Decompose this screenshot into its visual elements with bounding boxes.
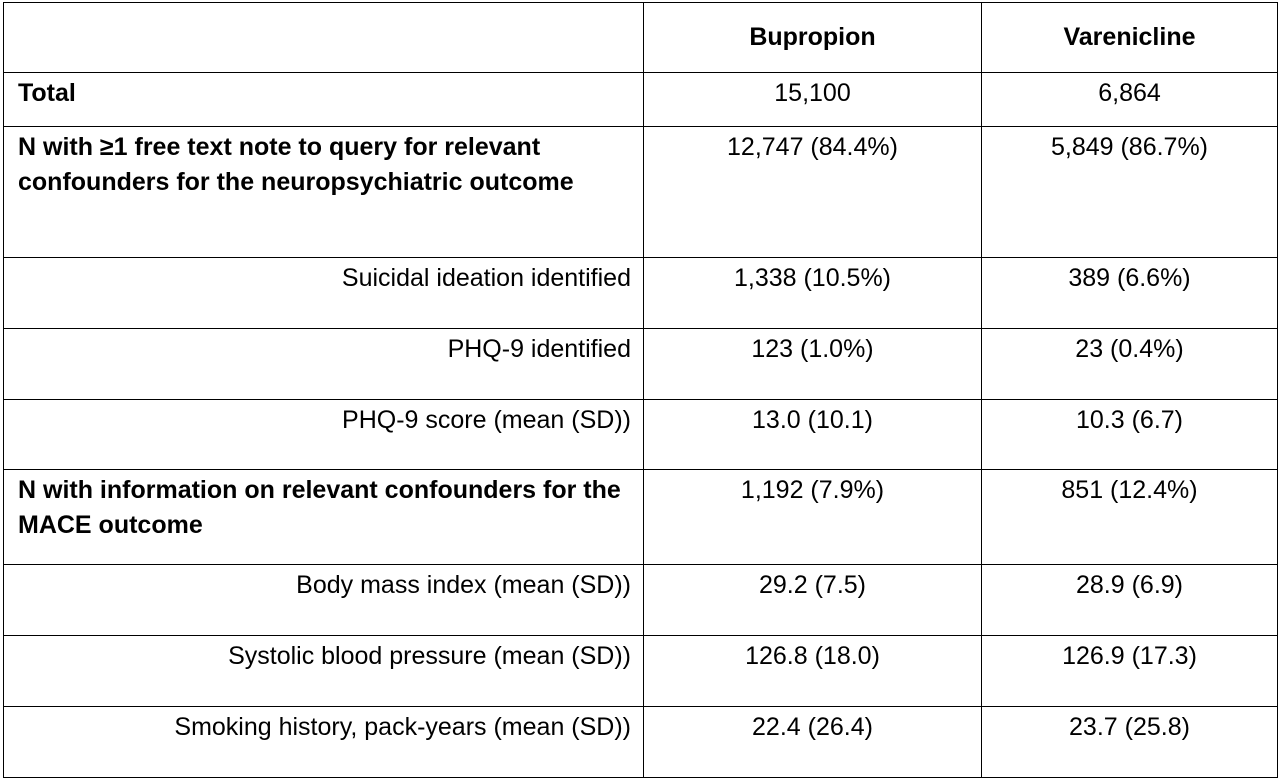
bupropion-value: 15,100 <box>643 72 982 127</box>
bupropion-value: 13.0 (10.1) <box>643 399 982 470</box>
row-label: PHQ-9 identified <box>3 328 644 400</box>
header-row: Bupropion Varenicline <box>3 2 1278 73</box>
varenicline-value: 389 (6.6%) <box>981 257 1278 329</box>
bupropion-value: 22.4 (26.4) <box>643 706 982 778</box>
varenicline-value: 6,864 <box>981 72 1278 127</box>
row-label: Suicidal ideation identified <box>3 257 644 329</box>
table-row: Systolic blood pressure (mean (SD)) 126.… <box>3 635 1278 707</box>
header-varenicline: Varenicline <box>981 2 1278 73</box>
table-row: N with ≥1 free text note to query for re… <box>3 126 1278 258</box>
row-label: Systolic blood pressure (mean (SD)) <box>3 635 644 707</box>
varenicline-value: 28.9 (6.9) <box>981 564 1278 636</box>
varenicline-value: 23 (0.4%) <box>981 328 1278 400</box>
varenicline-value: 5,849 (86.7%) <box>981 126 1278 258</box>
varenicline-value: 851 (12.4%) <box>981 469 1278 565</box>
bupropion-value: 12,747 (84.4%) <box>643 126 982 258</box>
row-label: PHQ-9 score (mean (SD)) <box>3 399 644 470</box>
table-row: Total 15,100 6,864 <box>3 72 1278 127</box>
row-label: Total <box>3 72 644 127</box>
varenicline-value: 126.9 (17.3) <box>981 635 1278 707</box>
table-row: Smoking history, pack-years (mean (SD)) … <box>3 706 1278 778</box>
header-bupropion: Bupropion <box>643 2 982 73</box>
bupropion-value: 29.2 (7.5) <box>643 564 982 636</box>
row-label: Smoking history, pack-years (mean (SD)) <box>3 706 644 778</box>
table-row: PHQ-9 identified 123 (1.0%) 23 (0.4%) <box>3 328 1278 400</box>
header-empty-cell <box>3 2 644 73</box>
table-row: N with information on relevant confounde… <box>3 469 1278 565</box>
varenicline-value: 10.3 (6.7) <box>981 399 1278 470</box>
bupropion-value: 123 (1.0%) <box>643 328 982 400</box>
comparison-table: Bupropion Varenicline Total 15,100 6,864… <box>3 2 1278 778</box>
table-row: Suicidal ideation identified 1,338 (10.5… <box>3 257 1278 329</box>
bupropion-value: 1,192 (7.9%) <box>643 469 982 565</box>
varenicline-value: 23.7 (25.8) <box>981 706 1278 778</box>
row-label: Body mass index (mean (SD)) <box>3 564 644 636</box>
bupropion-value: 126.8 (18.0) <box>643 635 982 707</box>
row-label: N with information on relevant confounde… <box>3 469 644 565</box>
table-row: PHQ-9 score (mean (SD)) 13.0 (10.1) 10.3… <box>3 399 1278 470</box>
bupropion-value: 1,338 (10.5%) <box>643 257 982 329</box>
table-row: Body mass index (mean (SD)) 29.2 (7.5) 2… <box>3 564 1278 636</box>
row-label: N with ≥1 free text note to query for re… <box>3 126 644 258</box>
